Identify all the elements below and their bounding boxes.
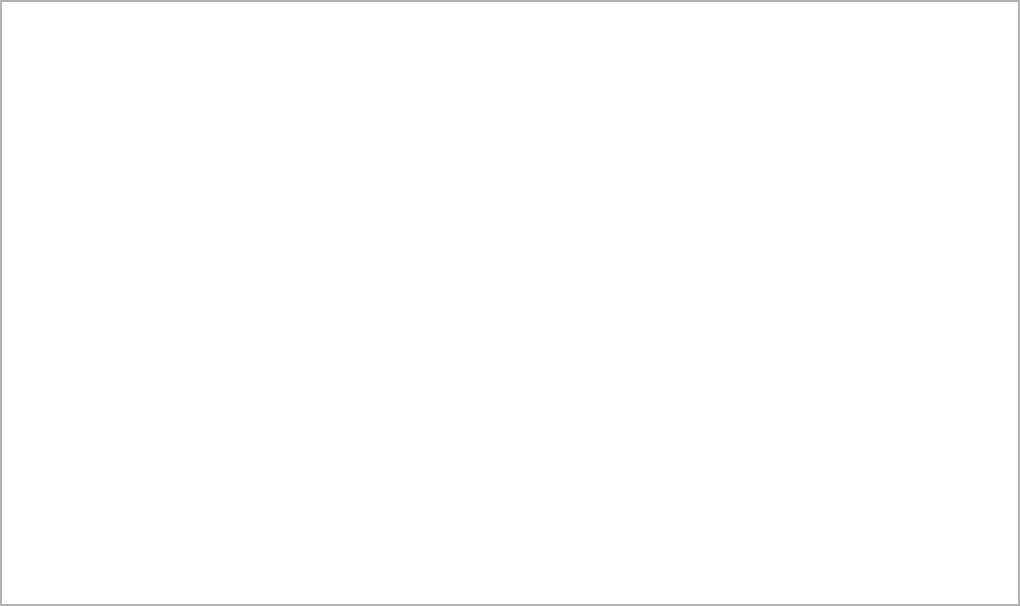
weather-chart-canvas bbox=[2, 2, 1020, 606]
weather-chart-page bbox=[0, 0, 1020, 606]
